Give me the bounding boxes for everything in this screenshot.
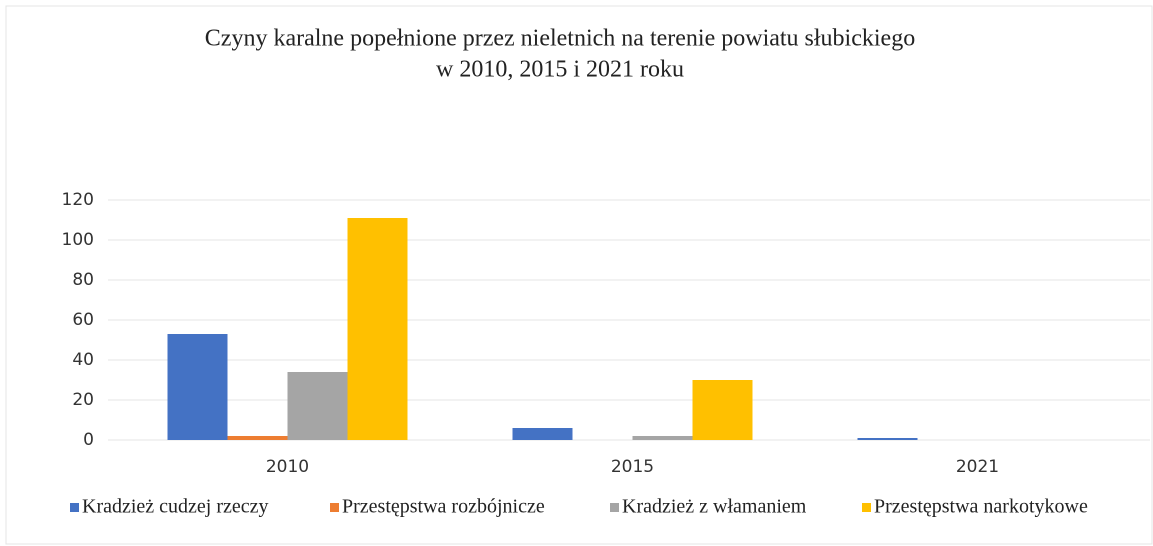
bar: [692, 380, 753, 440]
chart-title: w 2010, 2015 i 2021 roku: [436, 57, 684, 83]
y-tick-label: 100: [62, 230, 94, 250]
bar: [512, 428, 573, 440]
y-tick-label: 0: [83, 430, 94, 450]
x-tick-label: 2021: [956, 457, 999, 477]
bar: [857, 438, 918, 440]
bar: [347, 218, 408, 440]
y-tick-label: 20: [72, 390, 94, 410]
legend-label: Kradzież cudzej rzeczy: [82, 496, 269, 518]
y-tick-label: 80: [72, 270, 94, 290]
legend-label: Przestępstwa narkotykowe: [874, 496, 1088, 518]
legend-swatch: [330, 503, 339, 512]
x-tick-label: 2015: [611, 457, 654, 477]
legend-swatch: [70, 503, 79, 512]
y-tick-label: 40: [72, 350, 94, 370]
legend-swatch: [610, 503, 619, 512]
y-tick-label: 60: [72, 310, 94, 330]
x-tick-label: 2010: [266, 457, 309, 477]
bar: [167, 334, 228, 440]
y-tick-label: 120: [62, 190, 94, 210]
bar: [287, 372, 348, 440]
legend-label: Kradzież z włamaniem: [622, 496, 807, 518]
bar: [227, 436, 288, 440]
chart-frame: [5, 5, 1153, 545]
legend-label: Przestępstwa rozbójnicze: [342, 496, 545, 518]
legend-swatch: [862, 503, 871, 512]
chart-title: Czyny karalne popełnione przez nieletnic…: [205, 26, 915, 52]
bar: [632, 436, 693, 440]
